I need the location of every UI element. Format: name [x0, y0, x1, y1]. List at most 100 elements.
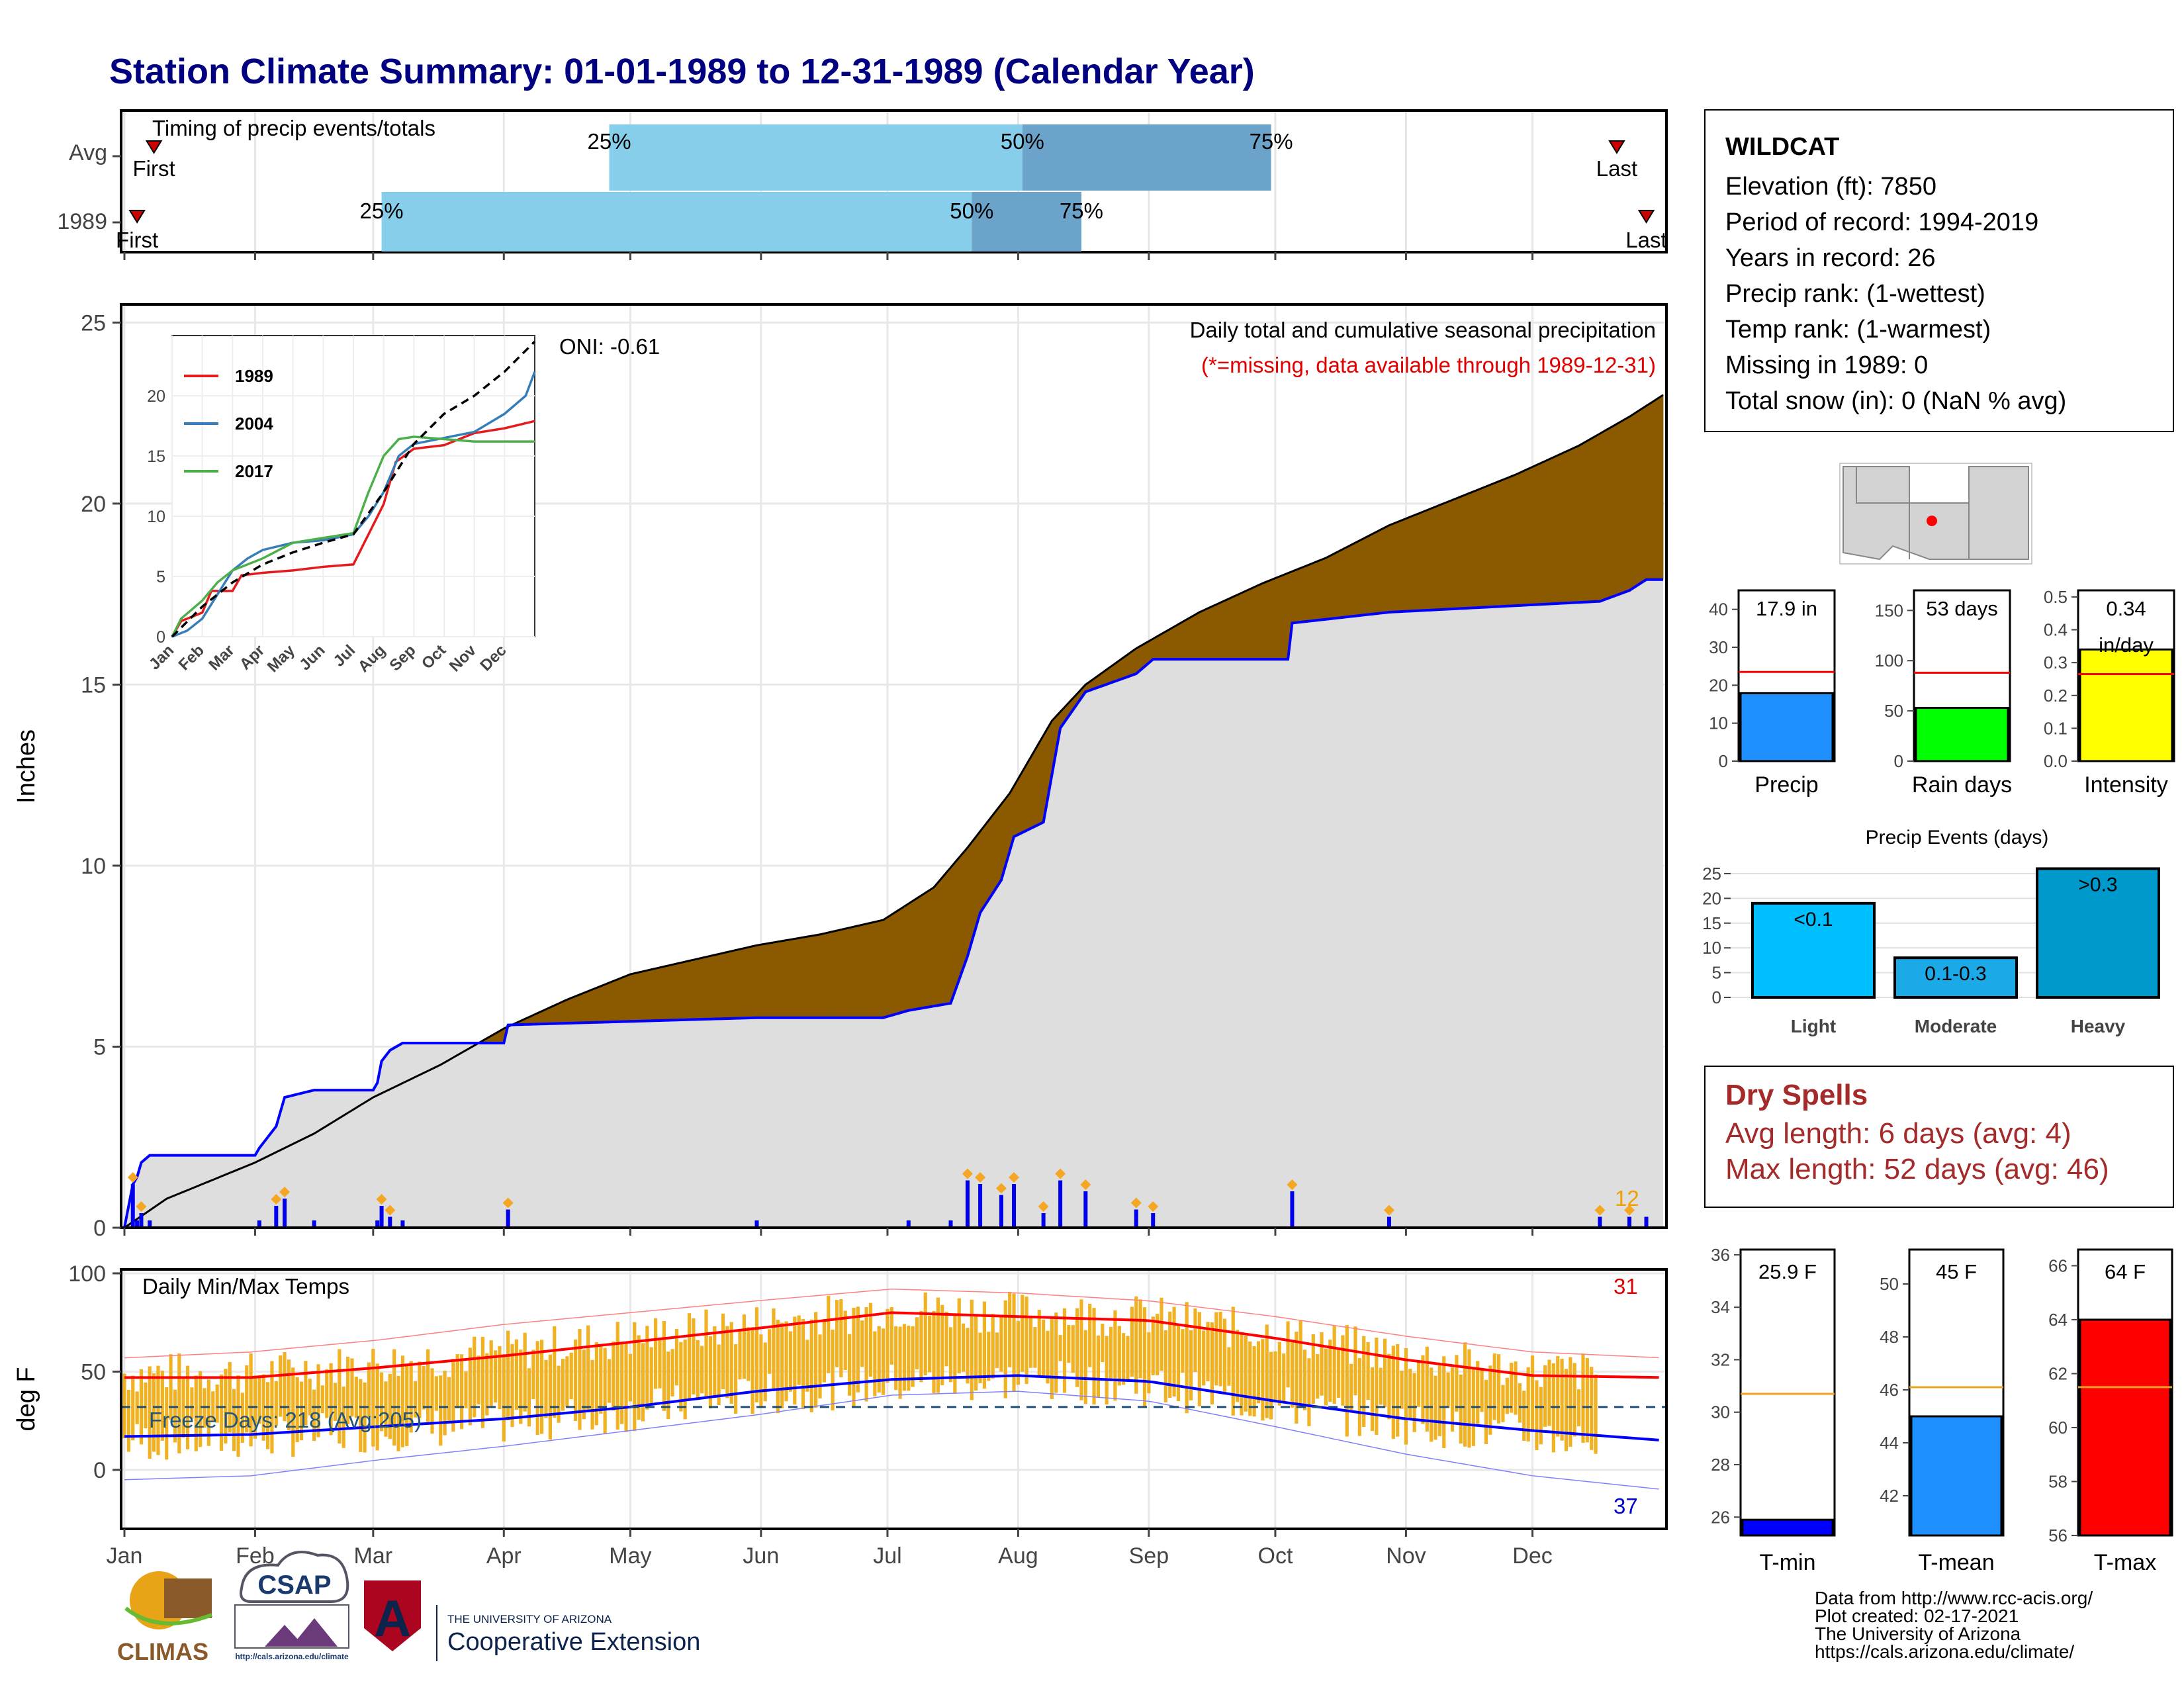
precip-departure-segment	[815, 934, 821, 1019]
daily-temp-bar	[1425, 1346, 1429, 1432]
heavy-precip-marker	[962, 1168, 973, 1179]
precip-departure-segment	[844, 927, 850, 1019]
daily-temp-bar	[953, 1314, 957, 1394]
daily-temp-bar	[1273, 1351, 1277, 1402]
summary-y-tick-label: 0.0	[2044, 751, 2068, 771]
daily-temp-bar	[1387, 1353, 1391, 1420]
daily-temp-bar	[573, 1339, 578, 1421]
inset-legend-label: 1989	[235, 366, 273, 386]
daily-temp-bar	[1210, 1322, 1214, 1405]
precip-departure-segment	[782, 940, 787, 1019]
dry-spells-title: Dry Spells	[1725, 1079, 1868, 1111]
precip-panel-subtitle: (*=missing, data available through 1989-…	[1201, 353, 1656, 377]
daily-precip-bar	[375, 1220, 380, 1228]
precip-departure-segment	[1279, 574, 1285, 660]
precip-departure-segment	[967, 841, 972, 956]
precip-areas	[123, 394, 1664, 1229]
summary-y-tick-label: 150	[1875, 600, 1903, 620]
daily-temp-bar	[1408, 1369, 1412, 1418]
daily-temp-bar	[683, 1340, 687, 1420]
inset-y-tick-label: 20	[147, 387, 165, 406]
daily-temp-bar	[1008, 1291, 1012, 1367]
precip-departure-segment	[604, 982, 610, 1023]
temp-bar-y-tick-label: 26	[1711, 1507, 1730, 1527]
daily-temp-bar	[991, 1314, 995, 1379]
events-category-label: Heavy	[2071, 1016, 2126, 1036]
climas-logo-block	[164, 1578, 212, 1618]
daily-temp-bar	[1003, 1300, 1007, 1398]
min-count-label: 37	[1614, 1494, 1638, 1518]
daily-precip-bar	[139, 1213, 144, 1228]
daily-temp-bar	[1222, 1318, 1227, 1394]
precip-departure-segment	[634, 972, 639, 1022]
first-event-label: First	[116, 228, 158, 252]
daily-precip-bar	[1644, 1216, 1649, 1228]
temp-bar-y-tick-label: 34	[1711, 1297, 1730, 1317]
temp-bar-tmean	[1910, 1415, 2003, 1537]
station-info-box: WILDCAT Elevation (ft): 7850 Period of r…	[1704, 109, 2174, 432]
precip-departure-segment	[1520, 470, 1525, 606]
daily-temp-bar	[1345, 1325, 1349, 1437]
precip-departure-segment	[908, 900, 913, 1011]
ua-logo-a: A	[374, 1589, 411, 1647]
daily-temp-bar	[122, 1373, 126, 1438]
precip-departure-segment	[1561, 451, 1567, 604]
daily-temp-bar	[1564, 1369, 1569, 1451]
timing-bars	[381, 124, 1271, 251]
precip-departure-segment	[1435, 504, 1440, 610]
temp-bar-y-tick-label: 48	[1880, 1327, 1899, 1347]
precip-departure-segment	[1178, 621, 1183, 660]
daily-temp-bar	[1298, 1320, 1302, 1408]
daily-temp-bar	[265, 1382, 270, 1449]
daily-temp-bar	[561, 1359, 565, 1411]
precip-departure-segment	[773, 941, 778, 1019]
daily-temp-bar	[797, 1315, 801, 1385]
daily-temp-bar	[1079, 1299, 1083, 1400]
daily-temp-bar	[1332, 1326, 1336, 1404]
precip-departure-segment	[1578, 443, 1584, 603]
daily-temp-bar	[304, 1361, 308, 1426]
daily-temp-bar	[1176, 1325, 1181, 1402]
station-missing: Missing in 1989: 0	[1725, 351, 1929, 379]
csap-logo-text: CSAP	[257, 1571, 331, 1600]
daily-temp-bar	[919, 1310, 923, 1383]
daily-temp-bar	[1054, 1312, 1058, 1393]
daily-temp-bar	[434, 1376, 438, 1411]
daily-precip-bar	[257, 1220, 261, 1228]
precip-departure-segment	[1346, 544, 1352, 617]
temp-y-label: deg F	[13, 1367, 40, 1431]
daily-temp-bar	[413, 1381, 418, 1418]
precip-departure-segment	[899, 905, 905, 1013]
daily-temp-bar	[1071, 1325, 1075, 1373]
precip-departure-segment	[1292, 569, 1297, 623]
heavy-precip-marker	[1009, 1172, 1020, 1183]
precip-departure-segment	[643, 970, 648, 1022]
daily-temp-bar	[283, 1351, 287, 1422]
daily-temp-bar	[569, 1352, 573, 1400]
precip-departure-segment	[1536, 462, 1541, 605]
daily-temp-bar	[1218, 1311, 1222, 1387]
daily-temp-bar	[734, 1344, 738, 1414]
daily-temp-bar	[464, 1371, 468, 1408]
precip-departure-segment	[1173, 623, 1179, 660]
summary-category-label: Intensity	[2084, 772, 2168, 798]
temp-bar-frame	[1739, 1248, 1836, 1537]
precip-departure-segment	[1524, 468, 1529, 606]
daily-temp-bar	[658, 1340, 662, 1389]
daily-temp-bar	[489, 1340, 493, 1406]
daily-temp-bar	[325, 1369, 329, 1418]
daily-temp-bar	[1172, 1306, 1176, 1397]
daily-temp-bar	[1028, 1317, 1033, 1368]
temp-y-axis: 0 50 100	[68, 1261, 121, 1483]
temp-bar-y-tick-label: 30	[1711, 1402, 1730, 1422]
precip-departure-segment	[1300, 566, 1305, 623]
precip-departure-segment	[1477, 487, 1482, 608]
daily-temp-bar	[594, 1342, 599, 1426]
daily-temp-bar	[700, 1346, 704, 1394]
daily-temp-bar	[557, 1365, 561, 1423]
daily-temp-bar	[1396, 1344, 1400, 1437]
daily-temp-bar	[860, 1320, 864, 1367]
heavy-precip-marker	[1287, 1179, 1298, 1190]
